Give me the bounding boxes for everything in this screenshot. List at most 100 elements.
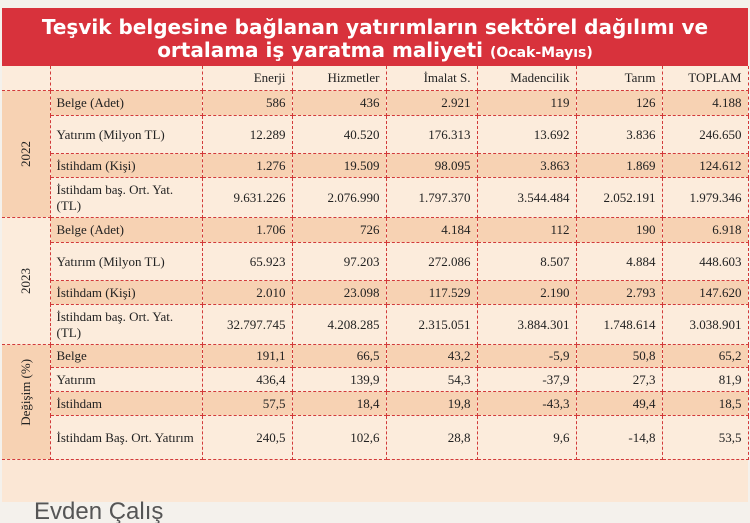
data-table-wrapper: Enerji Hizmetler İmalat S. Madencilik Ta… — [2, 66, 749, 502]
table-row: İstihdam baş. Ort. Yat. (TL) 9.631.226 2… — [2, 177, 749, 218]
row-label: İstihdam Baş. Ort. Yatırım — [50, 415, 203, 460]
cell: 112 — [477, 217, 577, 243]
title-subtitle: (Ocak-Mayıs) — [490, 45, 593, 61]
row-label: Belge (Adet) — [50, 90, 203, 116]
table-row: İstihdam 57,5 18,4 19,8 -43,3 49,4 18,5 — [2, 391, 749, 416]
row-label: Belge (Adet) — [50, 217, 203, 243]
row-label: Yatırım (Milyon TL) — [50, 242, 203, 281]
row-label: Belge — [50, 344, 203, 368]
cell: 43,2 — [386, 344, 478, 368]
title-line-2: ortalama iş yaratma maliyeti (Ocak-Mayıs… — [2, 39, 748, 64]
cell: 4.184 — [386, 217, 478, 243]
cell: 191,1 — [202, 344, 293, 368]
cell: 2.052.191 — [576, 177, 663, 218]
table-row: İstihdam baş. Ort. Yat. (TL) 32.797.745 … — [2, 304, 749, 345]
group-label-change: Değişim (%) — [2, 344, 51, 460]
cell: 27,3 — [576, 367, 663, 392]
cell: 272.086 — [386, 242, 478, 281]
cell: 139,9 — [292, 367, 387, 392]
cell: 32.797.745 — [202, 304, 293, 345]
cell: 2.010 — [202, 280, 293, 305]
cell: 436,4 — [202, 367, 293, 392]
cell: 19,8 — [386, 391, 478, 416]
cell: 28,8 — [386, 415, 478, 460]
cell: 19.509 — [292, 153, 387, 178]
cell: 97.203 — [292, 242, 387, 281]
header-row: Enerji Hizmetler İmalat S. Madencilik Ta… — [2, 66, 749, 91]
title-line-2-text: ortalama iş yaratma maliyeti — [157, 38, 484, 62]
cell: 102,6 — [292, 415, 387, 460]
cell: 124.612 — [662, 153, 749, 178]
cell: 12.289 — [202, 115, 293, 154]
cell: 98.095 — [386, 153, 478, 178]
cell: 18,4 — [292, 391, 387, 416]
cell: 1.979.346 — [662, 177, 749, 218]
group-label-2023: 2023 — [2, 217, 51, 345]
cell: 726 — [292, 217, 387, 243]
cell: 3.544.484 — [477, 177, 577, 218]
table-row: 2023 Belge (Adet) 1.706 726 4.184 112 19… — [2, 217, 749, 345]
cell: 2.076.990 — [292, 177, 387, 218]
cell: 81,9 — [662, 367, 749, 392]
cell: 3.884.301 — [477, 304, 577, 345]
cell: 2.315.051 — [386, 304, 478, 345]
title-line-1: Teşvik belgesine bağlanan yatırımların s… — [41, 15, 709, 39]
row-label: Yatırım (Milyon TL) — [50, 115, 203, 154]
cell: 50,8 — [576, 344, 663, 368]
cell: 53,5 — [662, 415, 749, 460]
header-energy: Enerji — [202, 66, 293, 91]
cell: 23.098 — [292, 280, 387, 305]
table-row: Değişim (%) Belge 191,1 66,5 43,2 -5,9 5… — [2, 344, 749, 460]
cell: 8.507 — [477, 242, 577, 281]
cell: -43,3 — [477, 391, 577, 416]
header-manufacturing: İmalat S. — [386, 66, 478, 91]
cell: 18,5 — [662, 391, 749, 416]
cell: 119 — [477, 90, 577, 116]
cell: 1.276 — [202, 153, 293, 178]
table-row: Yatırım 436,4 139,9 54,3 -37,9 27,3 81,9 — [2, 367, 749, 392]
header-empty-label — [50, 66, 203, 91]
title-banner: Teşvik belgesine bağlanan yatırımların s… — [2, 8, 748, 66]
cell: 3.863 — [477, 153, 577, 178]
cell: 49,4 — [576, 391, 663, 416]
cell: 436 — [292, 90, 387, 116]
table-row: İstihdam (Kişi) 1.276 19.509 98.095 3.86… — [2, 153, 749, 178]
cell: 126 — [576, 90, 663, 116]
data-table: Enerji Hizmetler İmalat S. Madencilik Ta… — [2, 66, 749, 460]
cell: 66,5 — [292, 344, 387, 368]
row-label: İstihdam baş. Ort. Yat. (TL) — [50, 177, 203, 218]
cell: 2.793 — [576, 280, 663, 305]
cell: 147.620 — [662, 280, 749, 305]
cell: 1.706 — [202, 217, 293, 243]
cell: 2.921 — [386, 90, 478, 116]
cell: 586 — [202, 90, 293, 116]
header-total: TOPLAM — [662, 66, 749, 91]
header-services: Hizmetler — [292, 66, 387, 91]
cell: 9,6 — [477, 415, 577, 460]
header-empty-year — [2, 66, 51, 91]
cell: 1.748.614 — [576, 304, 663, 345]
cell: 4.188 — [662, 90, 749, 116]
cell: 40.520 — [292, 115, 387, 154]
cell: 13.692 — [477, 115, 577, 154]
cell: 65,2 — [662, 344, 749, 368]
cell: 448.603 — [662, 242, 749, 281]
cell: 9.631.226 — [202, 177, 293, 218]
cell: 190 — [576, 217, 663, 243]
cell: 3.836 — [576, 115, 663, 154]
header-agriculture: Tarım — [576, 66, 663, 91]
table-row: İstihdam (Kişi) 2.010 23.098 117.529 2.1… — [2, 280, 749, 305]
group-label-2022: 2022 — [2, 90, 51, 218]
cell: 6.918 — [662, 217, 749, 243]
table-row: Yatırım (Milyon TL) 12.289 40.520 176.31… — [2, 115, 749, 154]
cell: -37,9 — [477, 367, 577, 392]
row-label: İstihdam — [50, 391, 203, 416]
cell: -14,8 — [576, 415, 663, 460]
cell: 2.190 — [477, 280, 577, 305]
table-row: Yatırım (Milyon TL) 65.923 97.203 272.08… — [2, 242, 749, 281]
table-row: İstihdam Baş. Ort. Yatırım 240,5 102,6 2… — [2, 415, 749, 460]
row-label: İstihdam (Kişi) — [50, 280, 203, 305]
cell: 65.923 — [202, 242, 293, 281]
cell: 57,5 — [202, 391, 293, 416]
